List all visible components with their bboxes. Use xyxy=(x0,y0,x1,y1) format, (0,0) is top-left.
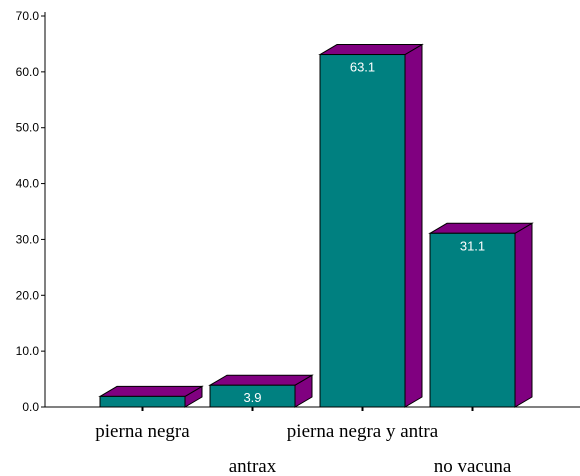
y-tick-label: 60.0 xyxy=(16,65,40,79)
bars-group xyxy=(98,43,534,408)
bar xyxy=(428,222,534,408)
y-tick-label: 10.0 xyxy=(16,344,40,358)
data-label: 31.1 xyxy=(460,238,485,253)
bar-top-face xyxy=(208,374,314,386)
y-tick-label: 50.0 xyxy=(16,121,40,135)
y-tick-label: 20.0 xyxy=(16,288,40,302)
bar-top-face xyxy=(98,385,204,397)
bar-front-face xyxy=(429,232,516,408)
bar xyxy=(318,43,424,408)
data-labels-group: 3.9 63.1 31.1 xyxy=(243,60,485,406)
axes-group xyxy=(44,12,580,408)
category-label: no vacuna xyxy=(434,456,512,476)
y-tick-label: 40.0 xyxy=(16,177,40,191)
bar-side-face xyxy=(514,222,533,408)
bar xyxy=(98,385,204,408)
y-tick-label: 70.0 xyxy=(16,9,40,23)
bar-side-face xyxy=(404,43,423,408)
x-ticks-group xyxy=(141,407,474,411)
bar-top-face xyxy=(428,222,534,234)
bar-front-face xyxy=(319,54,406,408)
category-labels-group: pierna negra antrax pierna negra y antra no… xyxy=(95,421,512,476)
data-label: 63.1 xyxy=(350,60,375,75)
bar-top-face xyxy=(318,44,424,56)
y-ticks-group: 0.0 10.0 20.0 30.0 40.0 50.0 60.0 70.0 xyxy=(16,9,45,414)
category-label: pierna negra y antra xyxy=(287,421,439,442)
category-label: pierna negra xyxy=(95,421,190,442)
y-tick-label: 30.0 xyxy=(16,232,40,246)
data-label: 3.9 xyxy=(243,390,261,405)
y-tick-label: 0.0 xyxy=(22,400,39,414)
bar-front-face xyxy=(99,395,186,408)
category-label: antrax xyxy=(229,456,277,476)
